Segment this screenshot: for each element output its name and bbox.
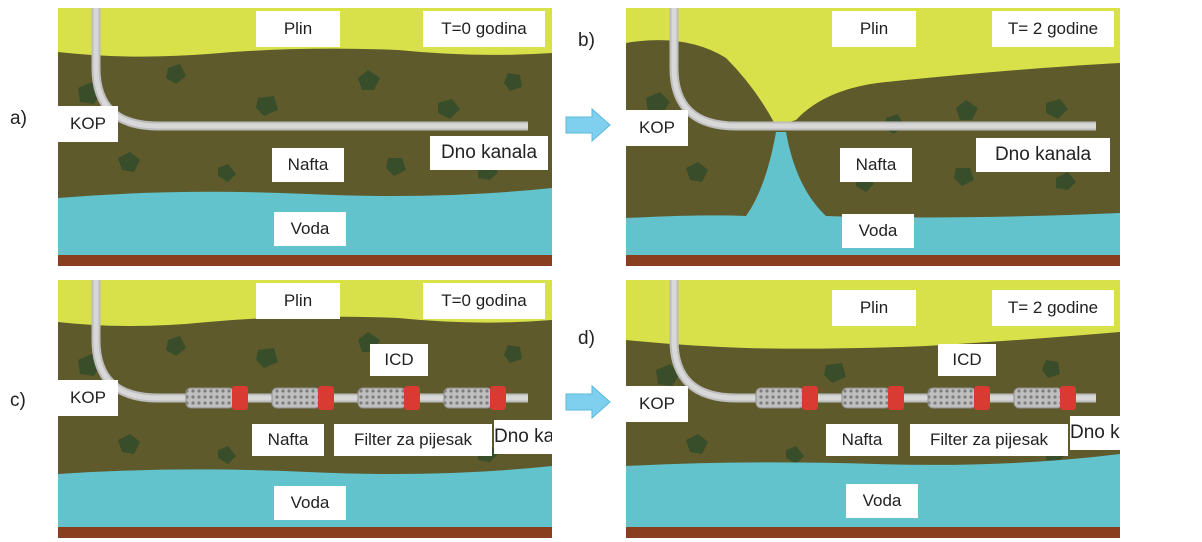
oil-label: Nafta (252, 424, 324, 456)
water-label: Voda (274, 212, 346, 246)
time-label: T=0 godina (423, 283, 545, 319)
oil-label: Nafta (272, 148, 344, 182)
toe-label: Dno kanala (430, 136, 548, 170)
gas-label: Plin (832, 290, 916, 326)
kop-label: KOP (626, 110, 688, 146)
toe-label: Dno kanala (494, 420, 552, 454)
kop-label: KOP (626, 386, 688, 422)
time-label: T=0 godina (423, 11, 545, 47)
panel-a: Plin T=0 godina KOP Nafta Dno kanala Vod… (58, 8, 552, 266)
kop-label: KOP (58, 380, 118, 416)
panel-c-letter: c) (10, 390, 26, 411)
time-label: T= 2 godine (992, 11, 1114, 47)
sand-filter-label: Filter za pijesak (910, 424, 1068, 456)
arrow-right-icon (565, 385, 611, 419)
panel-b-letter: b) (578, 30, 595, 51)
water-label: Voda (846, 484, 918, 518)
water-label: Voda (274, 486, 346, 520)
panel-a-letter: a) (10, 108, 27, 129)
gas-label: Plin (256, 283, 340, 319)
icd-label: ICD (370, 344, 428, 376)
panel-d-letter: d) (578, 328, 595, 349)
kop-label: KOP (58, 106, 118, 142)
time-label: T= 2 godine (992, 290, 1114, 326)
panel-c: Plin T=0 godina ICD KOP Nafta Filter za … (58, 280, 552, 538)
gas-label: Plin (832, 11, 916, 47)
arrow-right-icon (565, 108, 611, 142)
toe-label: Dno kanala (976, 138, 1110, 172)
sand-filter-label: Filter za pijesak (334, 424, 492, 456)
panel-b: Plin T= 2 godine KOP Nafta Dno kanala Vo… (626, 8, 1120, 266)
icd-label: ICD (938, 344, 996, 376)
gas-label: Plin (256, 11, 340, 47)
oil-label: Nafta (826, 424, 898, 456)
toe-label: Dno kanala (1070, 416, 1120, 450)
panel-d: Plin T= 2 godine ICD KOP Nafta Filter za… (626, 280, 1120, 538)
oil-label: Nafta (840, 148, 912, 182)
water-label: Voda (842, 214, 914, 248)
